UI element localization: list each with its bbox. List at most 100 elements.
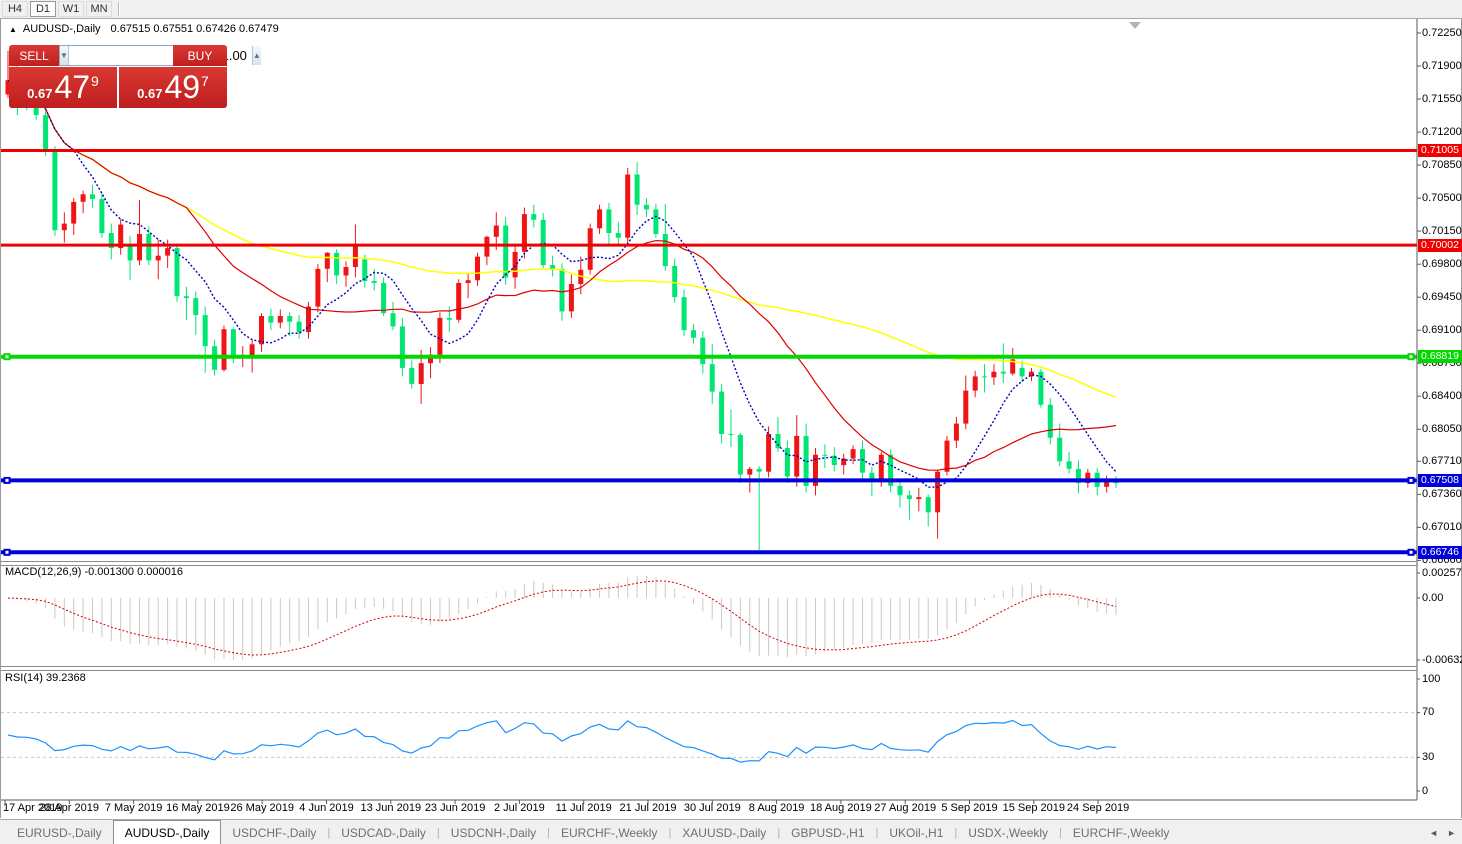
chart-shift-marker-icon[interactable]	[1129, 22, 1141, 29]
chart-tab-audusd-daily[interactable]: AUDUSD-,Daily	[112, 820, 222, 844]
date-tick-label: 26 May 2019	[230, 802, 294, 814]
rsi-axis-label: 70	[1422, 706, 1435, 719]
date-tick-label: 2 Jul 2019	[494, 802, 545, 814]
tab-divider: |	[875, 826, 879, 839]
time-axis: 17 Apr 2019 28 Apr 2019 7 May 2019 16 May 2…	[1, 802, 1417, 818]
timeframe-toolbar: H4 D1 W1 MN	[0, 0, 1462, 19]
date-tick-label: 21 Jul 2019	[619, 802, 677, 814]
price-tick-label: 0.70500	[1422, 191, 1462, 204]
date-tick-label: 11 Jul 2019	[555, 802, 612, 814]
chart-symbol-label: AUDUSD-,Daily	[22, 23, 101, 35]
tab-divider: |	[668, 826, 672, 839]
price-tick-label: 0.69800	[1422, 257, 1462, 270]
hline-price-tag[interactable]: 0.68819	[1418, 350, 1462, 364]
tab-divider: |	[777, 826, 781, 839]
macd-indicator-label: MACD(12,26,9) -0.001300 0.000016	[5, 566, 183, 578]
toolbar-divider	[118, 2, 120, 16]
buy-price-prefix: 0.67	[137, 86, 163, 101]
chart-tab-eurchf-weekly[interactable]: EURCHF-,Weekly	[560, 825, 658, 840]
sell-button[interactable]: SELL	[9, 45, 59, 66]
buy-price-pip: 7	[201, 73, 209, 89]
hline-price-tag[interactable]: 0.67508	[1418, 473, 1462, 487]
sell-price-button[interactable]: 0.67 47 9	[9, 67, 117, 108]
rsi-axis-label: 30	[1422, 750, 1435, 763]
price-tick-label: 0.70850	[1422, 158, 1462, 171]
tab-divider: |	[436, 826, 440, 839]
chart-tab-usdchf-daily[interactable]: USDCHF-,Daily	[232, 825, 317, 840]
chart-window: ▲ AUDUSD-,Daily 0.67515 0.67551 0.67426 0.…	[0, 19, 1462, 818]
hline-price-tag[interactable]: 0.66746	[1418, 545, 1462, 559]
date-tick-label: 18 Aug 2019	[809, 802, 872, 814]
price-chart[interactable]	[1, 19, 1462, 818]
volume-decrease-icon[interactable]: ▼	[60, 46, 69, 65]
price-tick-label: 0.68400	[1422, 389, 1462, 402]
buy-button[interactable]: BUY	[173, 45, 227, 66]
price-tick-label: 0.70150	[1422, 224, 1462, 237]
date-tick-label: 17 Apr 2019	[3, 802, 63, 814]
timeframe-button-d1[interactable]: D1	[30, 1, 56, 17]
date-tick-label: 23 Jun 2019	[424, 802, 486, 814]
price-tick-label: 0.68050	[1422, 422, 1462, 435]
tab-divider: |	[327, 826, 331, 839]
rsi-indicator-label: RSI(14) 39.2368	[5, 672, 86, 684]
rsi-axis-label: 0	[1422, 784, 1429, 797]
price-tick-label: 0.69100	[1422, 323, 1462, 336]
rsi-panel-separator-lower[interactable]	[1, 670, 1417, 671]
macd-axis-label: 0.00	[1422, 591, 1444, 604]
date-tick-label: 7 May 2019	[104, 802, 163, 814]
chart-tab-eurusd-daily[interactable]: EURUSD-,Daily	[17, 825, 102, 840]
date-tick-label: 24 Sep 2019	[1066, 802, 1130, 814]
chart-tab-usdx-weekly[interactable]: USDX-,Weekly	[968, 825, 1049, 840]
chart-tab-bar: EURUSD-,Daily AUDUSD-,Daily USDCHF-,Daily |…	[0, 819, 1462, 844]
rsi-panel-separator[interactable]	[1, 666, 1417, 667]
date-tick-label: 13 Jun 2019	[360, 802, 422, 814]
rsi-axis-label: 100	[1422, 672, 1441, 685]
date-tick-label: 8 Aug 2019	[748, 802, 805, 814]
chart-tab-usdcnh-daily[interactable]: USDCNH-,Daily	[450, 825, 537, 840]
price-tick-label: 0.67710	[1422, 454, 1462, 467]
date-tick-label: 4 Jun 2019	[299, 802, 354, 814]
tab-divider: |	[547, 826, 550, 839]
chart-tab-ukoil-h1[interactable]: UKOil-,H1	[889, 825, 944, 840]
chart-tab-eurchf-weekly[interactable]: EURCHF-,Weekly	[1072, 825, 1170, 840]
hline-price-tag[interactable]: 0.71005	[1418, 143, 1462, 157]
date-tick-label: 30 Jul 2019	[683, 802, 741, 814]
timeframe-button-mn[interactable]: MN	[86, 1, 112, 17]
chart-tab-gbpusd-h1[interactable]: GBPUSD-,H1	[791, 825, 865, 840]
collapse-arrow-icon[interactable]: ▲	[9, 25, 17, 34]
macd-panel-separator[interactable]	[1, 561, 1417, 562]
tab-scroll-left-icon[interactable]: ◄	[1429, 827, 1439, 838]
date-tick-label: 15 Sep 2019	[1002, 802, 1065, 814]
macd-panel-separator-lower[interactable]	[1, 565, 1417, 566]
date-tick-label: 16 May 2019	[166, 802, 230, 814]
price-tick-label: 0.72250	[1422, 26, 1462, 39]
hline-price-tag[interactable]: 0.70002	[1418, 238, 1462, 252]
timeframe-button-w1[interactable]: W1	[58, 1, 84, 17]
price-tick-label: 0.69450	[1422, 290, 1462, 303]
buy-price-button[interactable]: 0.67 49 7	[119, 67, 227, 108]
timeframe-button-h4[interactable]: H4	[2, 1, 28, 17]
chart-title: ▲ AUDUSD-,Daily 0.67515 0.67551 0.67426 0.…	[9, 23, 279, 35]
chart-tab-xauusd-daily[interactable]: XAUUSD-,Daily	[682, 825, 767, 840]
tab-divider: |	[954, 826, 958, 839]
tab-scroll-right-icon[interactable]: ►	[1447, 827, 1456, 838]
tab-divider: |	[1059, 826, 1062, 839]
date-tick-label: 5 Sep 2019	[941, 802, 998, 814]
price-tick-label: 0.71200	[1422, 125, 1462, 138]
macd-axis-label: 0.002574	[1422, 566, 1462, 579]
price-tick-label: 0.71550	[1422, 92, 1462, 105]
price-tick-label: 0.67360	[1422, 487, 1462, 500]
volume-spinner: ▼ ▲	[59, 45, 261, 66]
date-tick-label: 28 Apr 2019	[39, 802, 99, 814]
sell-price-prefix: 0.67	[27, 86, 53, 101]
sell-price-pip: 9	[91, 73, 99, 89]
date-tick-label: 27 Aug 2019	[874, 802, 937, 814]
chart-tab-usdcad-daily[interactable]: USDCAD-,Daily	[341, 825, 426, 840]
price-tick-label: 0.71900	[1422, 59, 1462, 72]
volume-increase-icon[interactable]: ▲	[251, 46, 261, 65]
buy-price-main: 49	[164, 69, 201, 105]
price-tick-label: 0.67010	[1422, 520, 1462, 533]
sell-price-main: 47	[54, 69, 91, 105]
